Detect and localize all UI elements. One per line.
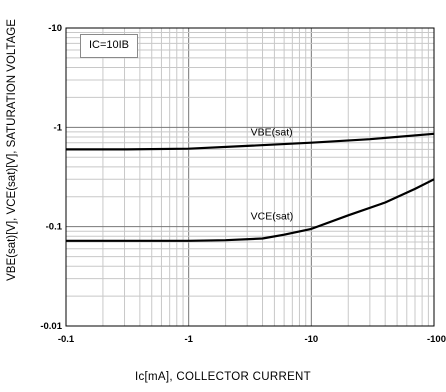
series-layer: VBE(sat) VCE(sat) [66,127,434,241]
series-label-vbe-sat: VBE(sat) [251,127,293,139]
y-axis-label-container: VBE(sat)[V], VCE(sat)[V], SATURATION VOL… [4,0,20,330]
y-tick-label: -1 [54,122,63,133]
x-axis-label: Ic[mA], COLLECTOR CURRENT [0,371,446,383]
series-label-vce-sat: VCE(sat) [251,211,294,223]
x-tick-label: -10 [304,334,318,345]
condition-annotation: IC=10IB [80,34,138,58]
plot-frame [66,28,434,326]
x-tick-label: -1 [184,334,193,345]
y-tick-label: -0.1 [46,222,63,233]
x-tick-label: -100 [427,334,446,345]
x-tick-label: -0.1 [58,334,75,345]
grid-layer [66,28,434,326]
y-tick-label: -0.01 [40,321,62,332]
y-tick-label: -10 [48,23,62,34]
y-axis-label: VBE(sat)[V], VCE(sat)[V], SATURATION VOL… [4,0,20,330]
